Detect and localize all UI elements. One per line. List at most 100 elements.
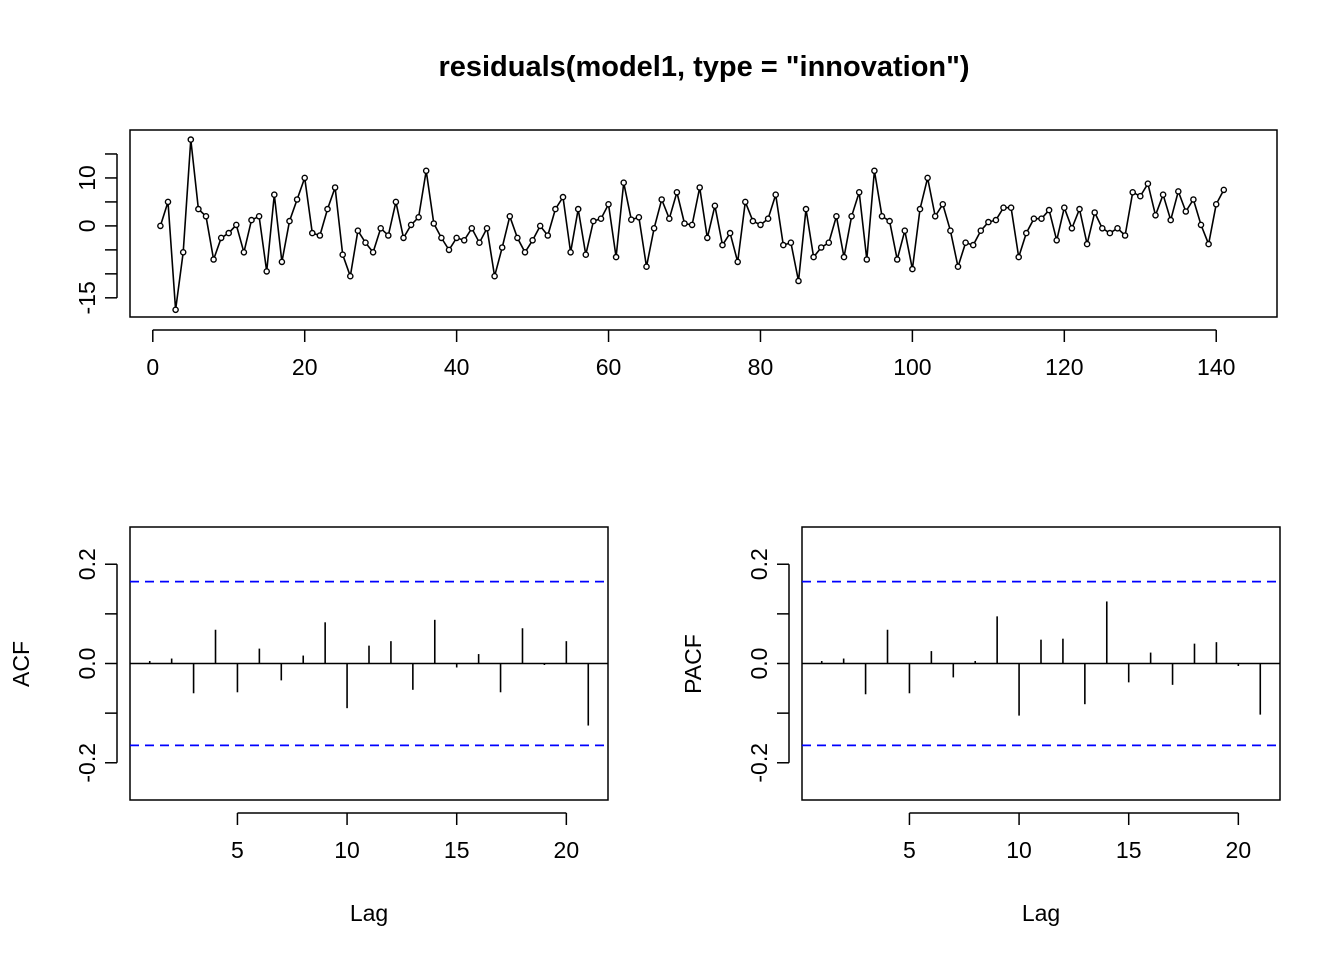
residual-point <box>688 221 696 229</box>
residual-point <box>278 258 286 266</box>
residual-point <box>217 234 225 242</box>
residual-point <box>270 191 278 198</box>
residual-point <box>1076 205 1083 213</box>
residual-point <box>597 215 605 222</box>
residual-point <box>772 191 780 198</box>
pacf-x-tick-label: 10 <box>1006 837 1032 863</box>
residual-point <box>301 174 309 182</box>
pacf-x-tick-label: 15 <box>1116 837 1142 863</box>
residual-point <box>172 306 179 314</box>
residual-point <box>339 251 347 258</box>
residual-point <box>833 212 840 220</box>
pacf-y-axis-label: PACF <box>680 634 706 694</box>
residual-point <box>1053 236 1060 244</box>
residual-point <box>742 198 749 206</box>
residual-point <box>422 167 430 175</box>
residual-point <box>1167 216 1174 224</box>
residual-point <box>1152 211 1159 219</box>
residual-point <box>498 244 506 251</box>
residual-point <box>817 244 825 251</box>
residual-point <box>362 239 369 246</box>
residual-point <box>567 248 574 256</box>
resid-x-tick-label: 0 <box>146 354 159 380</box>
residual-point <box>187 136 195 143</box>
residual-point <box>780 241 787 249</box>
residual-point <box>992 216 1000 224</box>
residual-point <box>764 215 772 222</box>
residual-point <box>293 196 301 203</box>
pacf-x-tick-label: 20 <box>1226 837 1252 863</box>
residual-point <box>506 212 514 220</box>
acf-plot: 5 10 15 20 -0.2 0.0 0.2 <box>74 526 609 863</box>
residual-point <box>491 272 498 280</box>
residual-point <box>1212 200 1220 208</box>
residual-point <box>559 193 567 201</box>
residual-point <box>628 216 635 223</box>
residual-point <box>202 212 210 220</box>
residual-point <box>324 205 331 213</box>
residual-point <box>1091 209 1098 216</box>
residual-point <box>346 272 354 280</box>
residual-point <box>1068 224 1076 232</box>
residual-point <box>544 232 552 239</box>
resid-x-tick-label: 140 <box>1197 354 1235 380</box>
residual-point <box>969 241 977 249</box>
residual-point <box>574 205 582 213</box>
residual-point <box>893 256 901 263</box>
residual-point <box>696 184 704 191</box>
residual-point <box>255 212 263 220</box>
residual-point <box>909 265 916 273</box>
pacf-x-axis-label: Lag <box>1022 900 1060 926</box>
residual-point <box>1038 215 1045 222</box>
residual-point <box>886 217 893 225</box>
residual-point <box>795 277 802 285</box>
residual-point <box>460 236 468 244</box>
resid-plot-frame <box>129 129 1278 318</box>
residual-point <box>354 227 362 234</box>
acf-x-tick-label: 20 <box>554 837 580 863</box>
resid-y-tick-label: 10 <box>74 165 100 191</box>
residual-point <box>1007 204 1015 211</box>
acf-x-tick-label: 10 <box>334 837 360 863</box>
acf-y-tick-label: 0.0 <box>74 648 100 680</box>
residual-point <box>1061 204 1068 211</box>
residual-point <box>916 205 924 213</box>
residual-point <box>1144 180 1152 187</box>
residual-point <box>802 205 810 213</box>
residual-point <box>1023 229 1030 237</box>
residual-point <box>1099 224 1106 232</box>
residual-point <box>1190 196 1197 203</box>
residual-point <box>392 198 400 206</box>
residual-point <box>1205 240 1212 248</box>
acf-x-tick-label: 15 <box>444 837 470 863</box>
residual-point <box>483 224 491 232</box>
pacf-y-tick-label: -0.2 <box>746 743 772 783</box>
residual-point <box>985 218 992 226</box>
residual-point <box>1197 221 1205 229</box>
residual-point <box>1129 188 1136 196</box>
pacf-x-tick-label: 5 <box>903 837 916 863</box>
resid-x-tick-label: 20 <box>292 354 318 380</box>
residual-point <box>179 248 187 256</box>
residual-point <box>438 234 445 242</box>
residual-point <box>947 227 954 234</box>
residuals-plot: 0 20 40 60 80 100 120 140 -15 0 10 <box>74 129 1278 380</box>
residual-point <box>1175 188 1182 195</box>
resid-x-tick-label: 60 <box>596 354 622 380</box>
residual-point <box>620 179 628 186</box>
residual-point <box>962 239 969 246</box>
residual-point <box>901 227 909 234</box>
residual-point <box>415 213 422 221</box>
residual-point <box>377 224 385 232</box>
residual-point <box>643 263 650 271</box>
residual-point <box>954 263 962 271</box>
residual-point <box>871 167 878 175</box>
residual-point <box>863 256 871 263</box>
residual-point <box>286 217 293 225</box>
residual-point <box>939 200 947 208</box>
residual-point <box>681 220 688 227</box>
residual-point <box>240 248 248 256</box>
residual-point <box>666 215 673 222</box>
residual-point <box>734 258 742 266</box>
